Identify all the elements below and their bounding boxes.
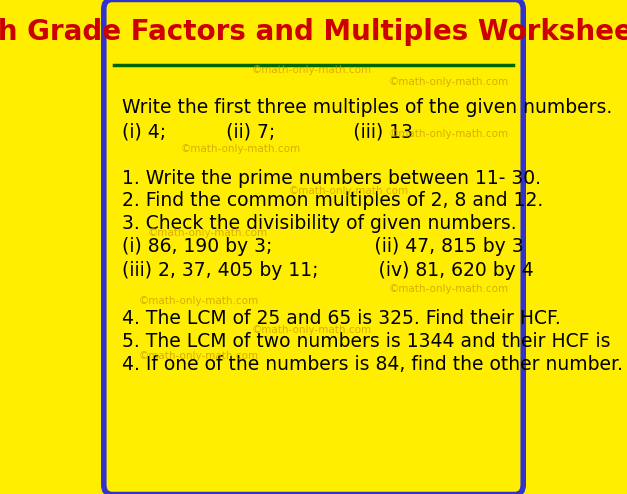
Text: ©math-only-math.com: ©math-only-math.com: [388, 77, 508, 87]
Text: 1. Write the prime numbers between 11- 30.: 1. Write the prime numbers between 11- 3…: [122, 169, 542, 188]
Text: 5th Grade Factors and Multiples Worksheets: 5th Grade Factors and Multiples Workshee…: [0, 18, 627, 46]
Text: ©math-only-math.com: ©math-only-math.com: [388, 129, 508, 139]
Text: ©math-only-math.com: ©math-only-math.com: [288, 186, 409, 196]
Text: ©math-only-math.com: ©math-only-math.com: [139, 351, 259, 361]
Text: (iii) 2, 37, 405 by 11;          (iv) 81, 620 by 4: (iii) 2, 37, 405 by 11; (iv) 81, 620 by …: [122, 261, 534, 280]
Text: 4. The LCM of 25 and 65 is 325. Find their HCF.: 4. The LCM of 25 and 65 is 325. Find the…: [122, 309, 561, 328]
Text: (i) 4;          (ii) 7;             (iii) 13: (i) 4; (ii) 7; (iii) 13: [122, 123, 413, 141]
Text: ©math-only-math.com: ©math-only-math.com: [251, 326, 371, 335]
Text: 4. If one of the numbers is 84, find the other number.: 4. If one of the numbers is 84, find the…: [122, 355, 623, 374]
Text: ©math-only-math.com: ©math-only-math.com: [139, 296, 259, 306]
FancyBboxPatch shape: [104, 0, 523, 494]
Text: Write the first three multiples of the given numbers.: Write the first three multiples of the g…: [122, 98, 613, 117]
Text: 3. Check the divisibility of given numbers.: 3. Check the divisibility of given numbe…: [122, 214, 517, 233]
Text: ©math-only-math.com: ©math-only-math.com: [251, 65, 371, 75]
Text: ©math-only-math.com: ©math-only-math.com: [388, 284, 508, 293]
Text: ©math-only-math.com: ©math-only-math.com: [147, 228, 268, 238]
Text: (i) 86, 190 by 3;                 (ii) 47, 815 by 3: (i) 86, 190 by 3; (ii) 47, 815 by 3: [122, 238, 524, 256]
Text: 2. Find the common multiples of 2, 8 and 12.: 2. Find the common multiples of 2, 8 and…: [122, 191, 544, 210]
Text: ©math-only-math.com: ©math-only-math.com: [181, 144, 301, 154]
Text: 5. The LCM of two numbers is 1344 and their HCF is: 5. The LCM of two numbers is 1344 and th…: [122, 331, 611, 351]
